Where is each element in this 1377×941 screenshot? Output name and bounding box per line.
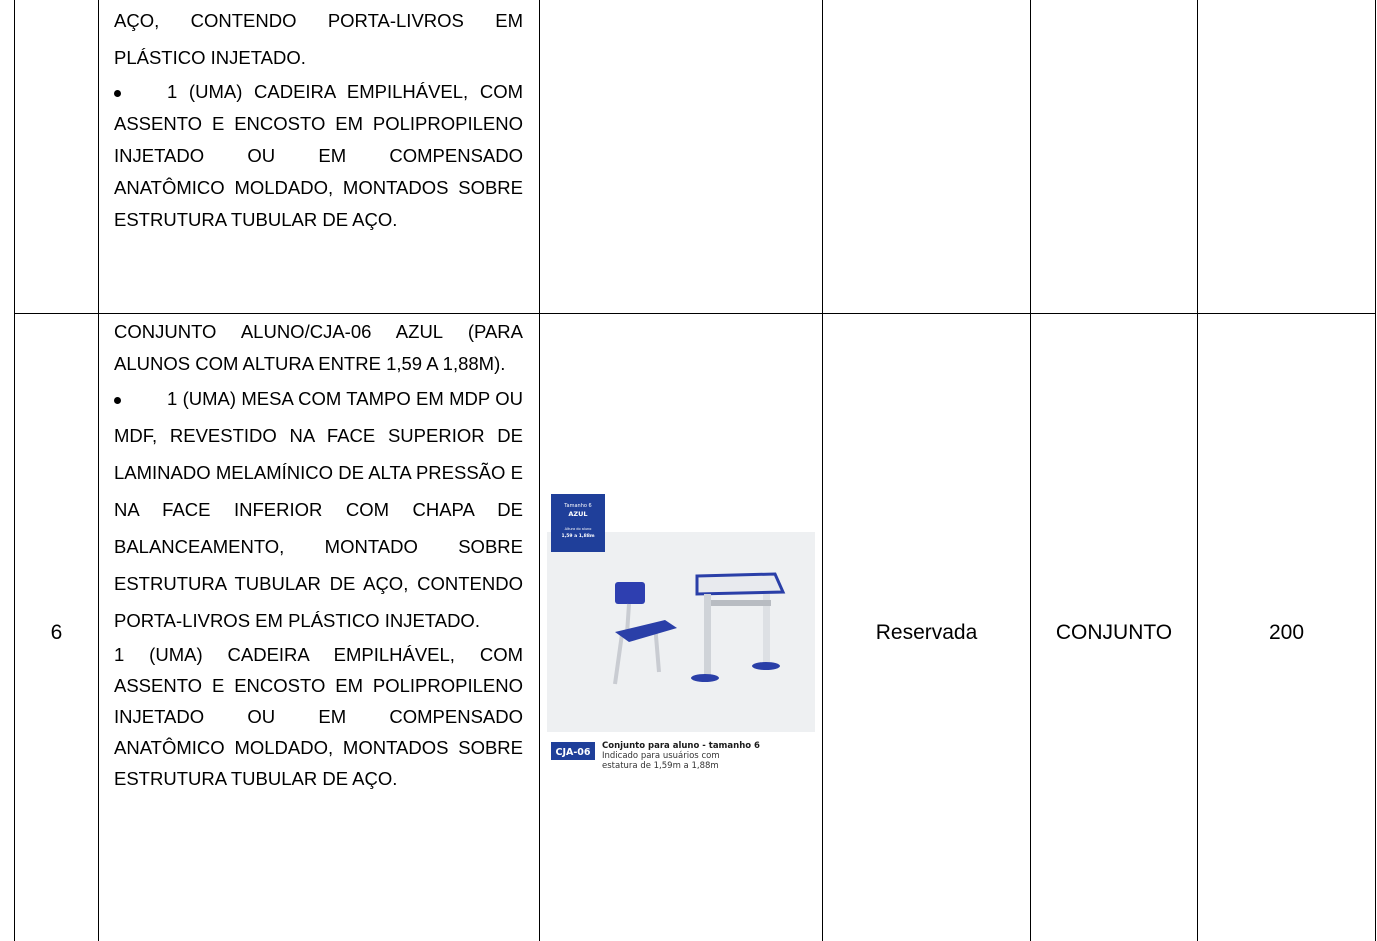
- unit-text: CONJUNTO: [1055, 621, 1173, 644]
- table-cell: CONJUNTO: [1030, 313, 1197, 941]
- chair-seat: [615, 620, 677, 642]
- badge-color: AZUL: [568, 510, 587, 518]
- paragraph-text: 1 (UMA) CADEIRA EMPILHÁVEL, COM ASSENTO …: [114, 81, 523, 230]
- paragraph: 1 (UMA) MESA COM TAMPO EM MDP OU MDF, RE…: [114, 380, 523, 639]
- table-cell: 200: [1197, 313, 1376, 941]
- item-text: 6: [50, 621, 63, 644]
- badge-range: 1,59 a 1,88m: [561, 533, 594, 539]
- desk-leg: [763, 594, 770, 664]
- quantity-text: 200: [1268, 621, 1305, 644]
- paragraph: CONJUNTO ALUNO/CJA-06 AZUL (PARA ALUNOS …: [114, 316, 523, 380]
- badge: [551, 496, 605, 552]
- table-cell: [822, 0, 1030, 313]
- caption-line: Indicado para usuários com: [602, 751, 720, 761]
- paragraph: 1 (UMA) CADEIRA EMPILHÁVEL, COM ASSENTO …: [114, 639, 523, 794]
- product-code: CJA-06: [555, 747, 590, 758]
- table-cell: AÇO, CONTENDO PORTA-LIVROS EM PLÁSTICO I…: [98, 0, 539, 313]
- desk-shelf: [711, 600, 771, 606]
- foot: [752, 662, 780, 670]
- paragraph-text: 1 (UMA) MESA COM TAMPO EM MDP OU MDF, RE…: [114, 388, 523, 631]
- table-cell: [539, 0, 822, 313]
- chair-back: [615, 582, 645, 604]
- paragraph: 1 (UMA) CADEIRA EMPILHÁVEL, COM ASSENTO …: [114, 76, 523, 236]
- status-text: Reservada: [875, 621, 978, 644]
- table-cell: [1030, 0, 1197, 313]
- paragraph-text: 1 (UMA) CADEIRA EMPILHÁVEL, COM ASSENTO …: [114, 644, 523, 789]
- caption-line: estatura de 1,59m a 1,88m: [602, 761, 719, 771]
- table-cell: CONJUNTO ALUNO/CJA-06 AZUL (PARA ALUNOS …: [98, 313, 539, 941]
- code-box: [551, 742, 595, 760]
- badge-stripe: [551, 494, 605, 497]
- table-cell: Reservada: [822, 313, 1030, 941]
- badge-label: Altura do aluno: [565, 527, 592, 531]
- badge-size: Tamanho 6: [563, 503, 591, 509]
- table-cell: 6: [14, 313, 98, 941]
- photo-bg: [547, 532, 815, 732]
- desk-top: [695, 572, 786, 596]
- caption-title: Conjunto para aluno - tamanho 6: [602, 741, 760, 751]
- foot: [691, 674, 719, 682]
- bullet: [114, 396, 121, 404]
- paragraph: AÇO, CONTENDO PORTA-LIVROS EM PLÁSTICO I…: [114, 2, 523, 76]
- table-cell: [14, 0, 98, 313]
- paragraph-text: CONJUNTO ALUNO/CJA-06 AZUL (PARA ALUNOS …: [114, 321, 523, 374]
- table-cell: [1197, 0, 1376, 313]
- table-cell: Tamanho 6 AZUL Altura do aluno 1,59 a 1,88m…: [539, 313, 822, 941]
- paragraph-text: AÇO, CONTENDO PORTA-LIVROS EM PLÁSTICO I…: [114, 10, 523, 68]
- bullet: [114, 89, 121, 97]
- desk-leg: [704, 594, 711, 676]
